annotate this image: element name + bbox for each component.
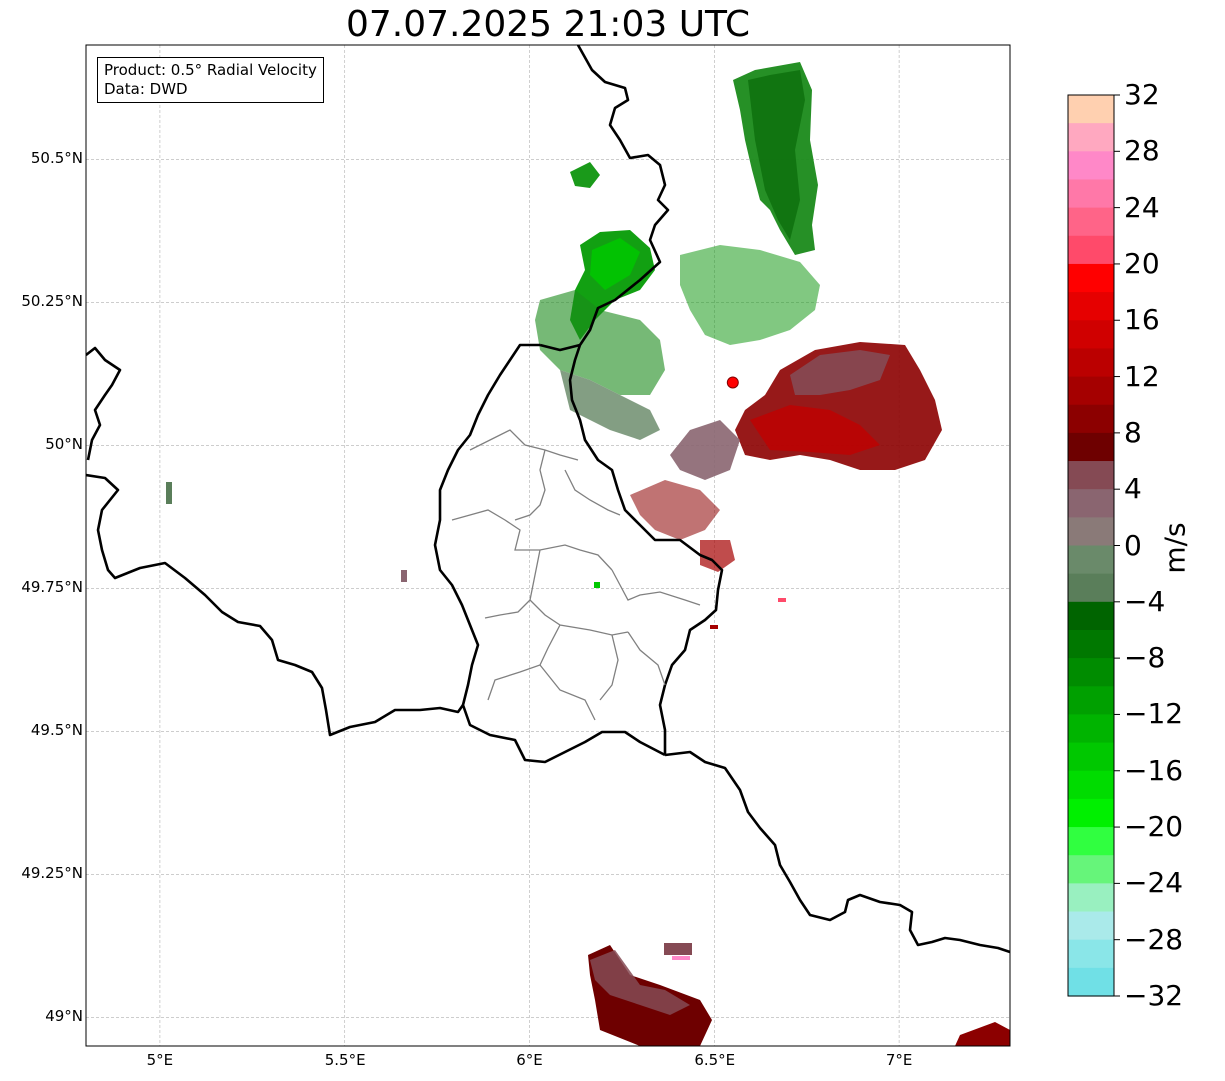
colorbar-segment	[1068, 207, 1114, 237]
regional-borders	[451, 429, 701, 721]
colorbar-tick-label: −12	[1124, 697, 1184, 731]
colorbar-tick-marks	[1114, 94, 1120, 997]
lon-tick-label: 6°E	[516, 1051, 543, 1069]
lat-tick-label: 49.25°N	[21, 864, 83, 883]
lon-tick-label: 7°E	[885, 1051, 913, 1069]
country-borders	[86, 45, 1010, 954]
colorbar-segment	[1068, 179, 1114, 209]
lat-tick-label: 49.5°N	[30, 721, 83, 740]
lon-tick-label: 6.5°E	[694, 1051, 736, 1069]
colorbar-tick-label: 20	[1124, 246, 1160, 280]
colorbar-segment	[1068, 714, 1114, 744]
plot-frame	[85, 44, 1011, 1047]
inbound-velocity-echoes	[166, 62, 820, 588]
colorbar-segment	[1068, 263, 1114, 293]
colorbar-tick-label: 16	[1124, 303, 1160, 337]
colorbar-unit-label: m/s	[1158, 522, 1192, 574]
colorbar-tick-label: 8	[1124, 415, 1142, 449]
colorbar-tick-label: 0	[1124, 528, 1142, 562]
colorbar-tick-label: 32	[1124, 78, 1160, 111]
colorbar-tick-label: 12	[1124, 359, 1160, 393]
colorbar-segment	[1068, 629, 1114, 659]
colorbar-tick-label: −4	[1124, 584, 1166, 618]
colorbar-segment	[1068, 855, 1114, 884]
colorbar-tick-label: −28	[1124, 922, 1184, 956]
colorbar-segment	[1068, 967, 1114, 997]
plot-area	[86, 45, 1010, 1046]
colorbar-segment	[1068, 461, 1114, 490]
colorbar-segment	[1068, 517, 1114, 547]
colorbar-segment	[1068, 151, 1114, 181]
lon-tick-label: 5.5°E	[324, 1051, 366, 1069]
colorbar-segment	[1068, 911, 1114, 941]
map-title: 07.07.2025 21:03 UTC	[345, 4, 751, 45]
colorbar-tick-label: 28	[1124, 134, 1160, 168]
colorbar-segment	[1068, 123, 1114, 152]
colorbar-segment	[1068, 95, 1114, 124]
colorbar-tick-label: −16	[1124, 753, 1184, 787]
lat-tick-label: 49°N	[45, 1007, 83, 1026]
colorbar-segment	[1068, 404, 1114, 434]
colorbar-segment	[1068, 939, 1114, 969]
lat-tick-label: 50°N	[45, 435, 83, 454]
radar-site-marker[interactable]	[726, 376, 739, 389]
colorbar-tick-label: −32	[1124, 979, 1184, 1012]
product-label: Product: 0.5° Radial Velocity	[104, 61, 317, 79]
lat-tick-label: 50.25°N	[21, 292, 83, 311]
colorbar-segment	[1068, 235, 1114, 265]
colorbar-segment	[1068, 601, 1114, 631]
colorbar-segment	[1068, 770, 1114, 800]
colorbar-tick-label: −8	[1124, 641, 1166, 675]
colorbar-tick-label: −24	[1124, 866, 1184, 900]
colorbar-segment	[1068, 658, 1114, 687]
colorbar-segment	[1068, 883, 1114, 913]
colorbar-tick-label: 4	[1124, 472, 1142, 506]
data-source-label: Data: DWD	[104, 80, 188, 98]
colorbar-segment	[1068, 827, 1114, 856]
lon-tick-label: 5°E	[146, 1051, 174, 1069]
colorbar-segment	[1068, 686, 1114, 716]
colorbar-segment	[1068, 292, 1114, 321]
colorbar-tick-label: 24	[1124, 190, 1160, 224]
colorbar-segment	[1068, 348, 1114, 378]
colorbar-segment	[1068, 320, 1114, 350]
colorbar-segment	[1068, 545, 1114, 575]
colorbar-segment	[1068, 376, 1114, 406]
outbound-velocity-echoes	[588, 342, 1010, 1046]
colorbar-tick-label: −20	[1124, 810, 1184, 844]
product-info-box: Product: 0.5° Radial Velocity Data: DWD	[97, 57, 324, 103]
colorbar-segment	[1068, 573, 1114, 603]
colorbar-segment	[1068, 489, 1114, 518]
colorbar-segment	[1068, 742, 1114, 772]
velocity-colorbar	[1068, 95, 1114, 997]
lat-tick-label: 49.75°N	[21, 578, 83, 597]
lat-tick-label: 50.5°N	[30, 149, 83, 168]
colorbar-segment	[1068, 432, 1114, 462]
colorbar-segment	[1068, 798, 1114, 828]
